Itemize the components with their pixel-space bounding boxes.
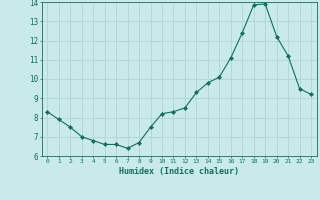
X-axis label: Humidex (Indice chaleur): Humidex (Indice chaleur) — [119, 167, 239, 176]
